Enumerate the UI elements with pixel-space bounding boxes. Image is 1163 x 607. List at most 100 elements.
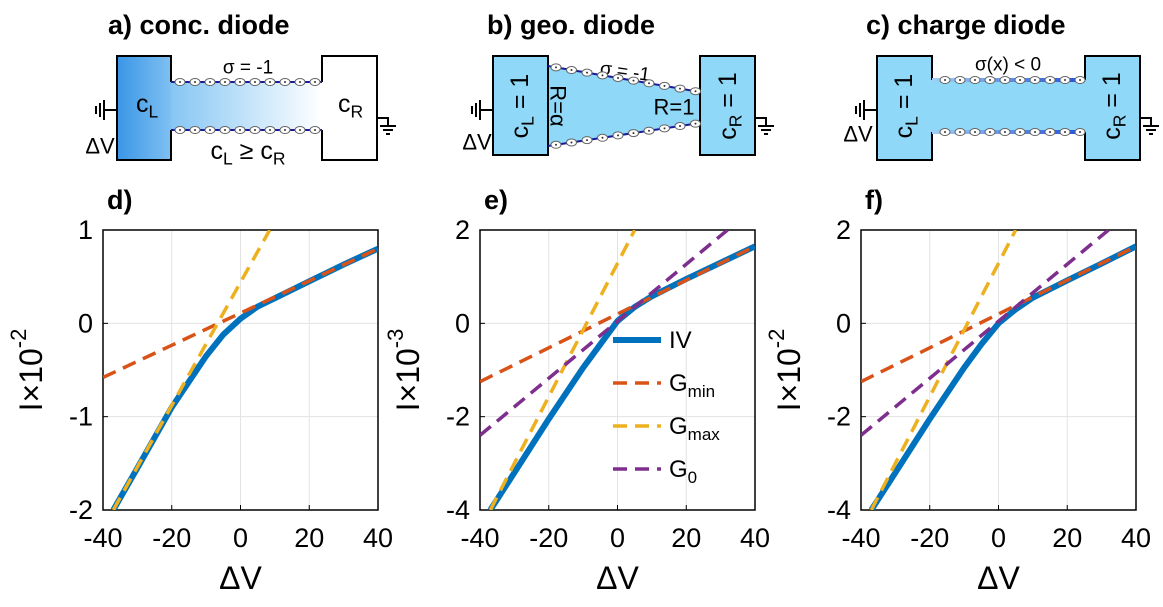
y-axis-label: I×10-2 [6,329,50,412]
y-tick-label: -4 [827,495,851,525]
surface-charge-label: σ(x) < 0 [975,55,1041,76]
subscript: R [726,115,746,128]
surface-charge-dot [1064,79,1066,81]
x-axis-label: ΔV [219,560,262,596]
surface-charge-dot [586,71,588,74]
y-tick-label: 2 [836,215,851,245]
y-axis-label-exponent: -2 [6,329,31,349]
reservoir [699,55,756,156]
channel [932,80,1085,132]
legend-subscript: max [688,425,721,444]
x-tick-label: -20 [152,523,191,553]
y-tick-label: 1 [78,215,93,245]
label-part: ≥ c [233,137,273,165]
x-tick-label: 20 [294,523,324,553]
x-tick-label: -20 [910,523,949,553]
series-line [480,230,729,437]
series-line [110,245,378,510]
x-tick-label: 0 [610,523,625,553]
surface-charge-dot [989,79,991,81]
surface-charge-dot [239,129,241,131]
surface-charge-dot [679,125,681,128]
series-line [488,230,637,510]
surface-charge-dot [314,81,316,83]
reservoir [492,55,549,156]
surface-charge-dot [194,129,196,131]
subscript: L [902,116,922,126]
concentration-relation: cL ≥ cR [211,137,286,169]
y-tick-label: -2 [69,495,93,525]
surface-charge-dot [254,129,256,131]
label-part: c [338,90,351,118]
ground [95,100,396,135]
series-line [103,247,378,380]
surface-charge-dot [663,84,666,87]
surface-charge-dot [632,132,635,135]
subscript: L [149,102,159,122]
label-part: c [1098,127,1126,140]
legend-label: Gmax [669,413,720,444]
x-tick-label: -40 [460,523,499,553]
y-tick-label: -2 [827,402,851,432]
left-radius: R=α [546,85,571,127]
surface-charge-dot [284,81,286,83]
surface-charge-dot [224,81,226,83]
surface-charge-dot [209,81,211,83]
surface-charge-dot [269,129,271,131]
surface-charge-label: σ = -1 [223,58,273,79]
surface-charge-dot [555,66,557,69]
diagram-a [95,55,396,161]
panel-label: f) [865,185,883,215]
y-tick-label: 2 [455,215,470,245]
ground [855,100,1159,135]
series-line [861,244,1136,384]
surface-charge-dot [1079,131,1081,133]
left-concentration: cL = 1 [506,74,538,139]
x-tick-label: -20 [529,523,568,553]
surface-charge-dot [974,131,976,133]
x-axis-label: ΔV [596,560,639,596]
surface-charge-dot [269,81,271,83]
panel-title: a) conc. diode [108,10,290,40]
panel-label: e) [484,185,508,215]
x-tick-label: -40 [83,523,122,553]
series-line [869,230,1018,510]
surface-charge-dot [601,74,604,77]
surface-charge-dot [1034,79,1036,81]
legend-subscript: min [688,382,715,401]
surface-charge-dot [239,81,241,83]
y-axis-label-text: I×10 [390,348,426,411]
panel-label: d) [107,185,132,215]
outline [876,55,1141,161]
x-tick-label: 40 [1121,523,1151,553]
x-tick-label: 0 [233,523,248,553]
label-part: = 1 [1098,72,1126,114]
surface-charge-dot [1004,79,1006,81]
x-tick-label: 40 [363,523,393,553]
reservoir [117,56,171,160]
legend-label: Gmin [669,370,715,401]
legend-name: G [669,413,688,440]
surface-charge-dot [179,129,181,131]
legend-subscript: 0 [688,468,697,487]
subscript: R [273,149,286,169]
label-part: c [506,126,534,139]
right-concentration: cR = 1 [1098,72,1130,140]
ground [471,100,774,135]
surface-charge-dot [1049,79,1051,81]
y-tick-label: 0 [78,308,93,338]
surface-charge-dot [586,139,588,142]
axes-box [860,229,1137,511]
axes-box [479,229,756,511]
series-line [868,243,1136,510]
surface-charge-dot [209,129,211,131]
surface-charge-dot [679,87,681,90]
legend-name: G [669,456,688,483]
label-part: c [211,137,224,165]
channel [171,82,322,130]
surface-charge-dot [299,81,301,83]
label-part: c [136,90,149,118]
surface-charge-dot [617,134,619,137]
